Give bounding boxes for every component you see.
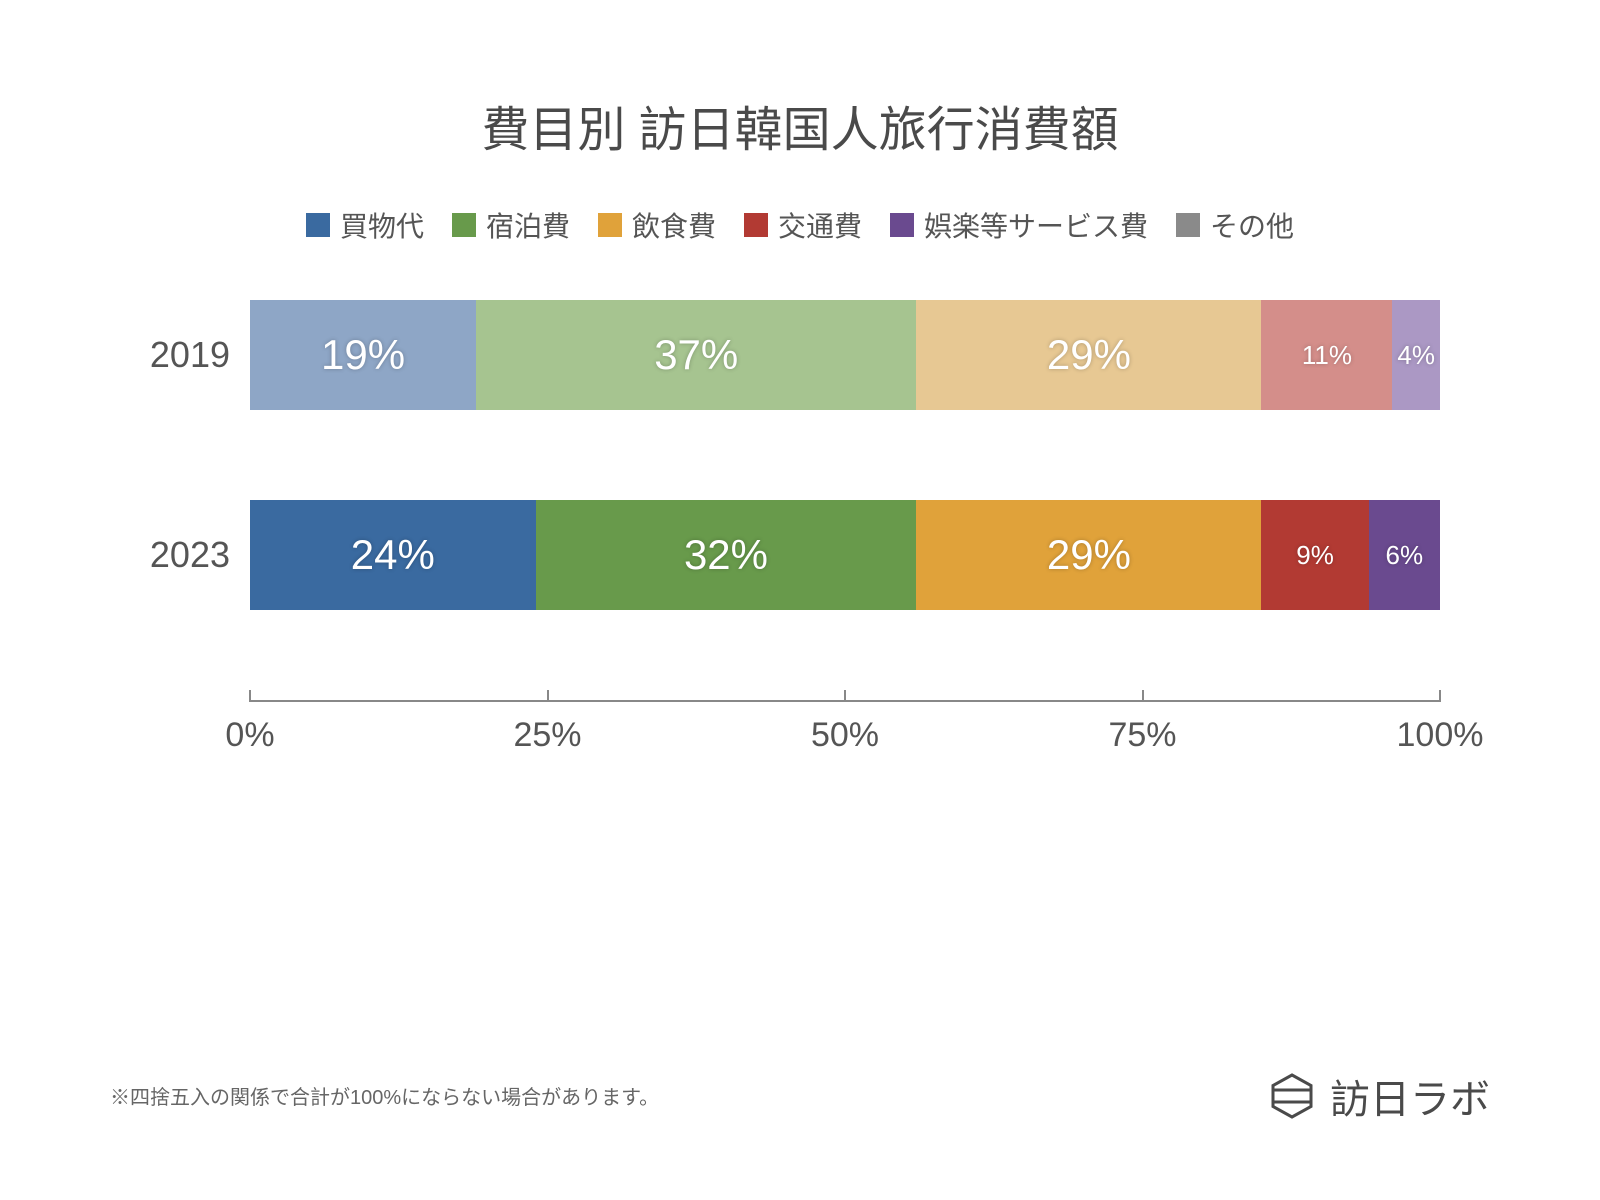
bar-segment: 29% [916, 500, 1261, 610]
legend-label: 買物代 [340, 205, 424, 245]
x-axis-tick-label: 50% [811, 716, 879, 755]
x-axis-tick [1142, 690, 1144, 702]
legend-swatch [598, 213, 622, 237]
chart-title: 費目別 訪日韓国人旅行消費額 [120, 90, 1480, 160]
legend-swatch [890, 213, 914, 237]
brand-logo: 訪日ラボ [1268, 1067, 1490, 1125]
legend-item: 飲食費 [598, 205, 716, 245]
x-axis-tick-label: 25% [513, 716, 581, 755]
bar-segment-label: 6% [1385, 540, 1423, 571]
x-axis-tick-label: 75% [1108, 716, 1176, 755]
bar-row: 201919%37%29%11%4% [250, 300, 1440, 410]
hexagon-icon [1268, 1072, 1316, 1120]
legend-item: その他 [1176, 205, 1294, 245]
legend-swatch [744, 213, 768, 237]
y-axis-label: 2023 [120, 534, 230, 576]
bar-segment: 24% [250, 500, 536, 610]
bar-row: 202324%32%29%9%6% [250, 500, 1440, 610]
legend: 買物代 宿泊費 飲食費 交通費 娯楽等サービス費 その他 [120, 205, 1480, 245]
bar-segment-label: 11% [1302, 340, 1352, 371]
bar-segment-label: 32% [684, 531, 768, 579]
bar-segment-label: 29% [1047, 331, 1131, 379]
bar-segment: 9% [1261, 500, 1368, 610]
legend-swatch [306, 213, 330, 237]
bar-segment: 32% [536, 500, 917, 610]
bar-segment-label: 37% [654, 331, 738, 379]
plot-area: 201919%37%29%11%4%202324%32%29%9%6%0%25%… [250, 300, 1440, 714]
legend-label: 飲食費 [632, 205, 716, 245]
bar-segment: 37% [476, 300, 916, 410]
bar-segment-label: 9% [1296, 540, 1334, 571]
bar-segment: 6% [1369, 500, 1440, 610]
bar-segment: 19% [250, 300, 476, 410]
x-axis-tick [547, 690, 549, 702]
legend-item: 娯楽等サービス費 [890, 205, 1148, 245]
stacked-bar: 19% 37% 29% 11% 4% [250, 300, 1440, 410]
legend-item: 宿泊費 [452, 205, 570, 245]
x-axis-tick [249, 690, 251, 702]
legend-item: 買物代 [306, 205, 424, 245]
legend-swatch [1176, 213, 1200, 237]
footnote: ※四捨五入の関係で合計が100%にならない場合があります。 [110, 1081, 659, 1110]
brand-text: 訪日ラボ [1330, 1067, 1490, 1125]
legend-label: 娯楽等サービス費 [924, 205, 1148, 245]
bar-segment-label: 24% [351, 531, 435, 579]
x-axis-tick [1439, 690, 1441, 702]
x-axis-tick-label: 100% [1397, 716, 1484, 755]
y-axis-label: 2019 [120, 334, 230, 376]
bar-segment: 29% [916, 300, 1261, 410]
x-axis-tick [844, 690, 846, 702]
bar-segment-label: 4% [1397, 340, 1435, 371]
legend-item: 交通費 [744, 205, 862, 245]
stacked-bar: 24% 32% 29% 9% 6% [250, 500, 1440, 610]
x-axis: 0%25%50%75%100% [250, 700, 1440, 714]
legend-label: その他 [1210, 205, 1294, 245]
bar-segment-label: 29% [1047, 531, 1131, 579]
legend-swatch [452, 213, 476, 237]
legend-label: 交通費 [778, 205, 862, 245]
bar-segment: 11% [1261, 300, 1392, 410]
chart-container: 費目別 訪日韓国人旅行消費額 買物代 宿泊費 飲食費 交通費 娯楽等サービス費 その他 2… [0, 0, 1600, 1200]
bar-segment: 4% [1392, 300, 1440, 410]
x-axis-tick-label: 0% [225, 716, 274, 755]
legend-label: 宿泊費 [486, 205, 570, 245]
bar-segment-label: 19% [321, 331, 405, 379]
